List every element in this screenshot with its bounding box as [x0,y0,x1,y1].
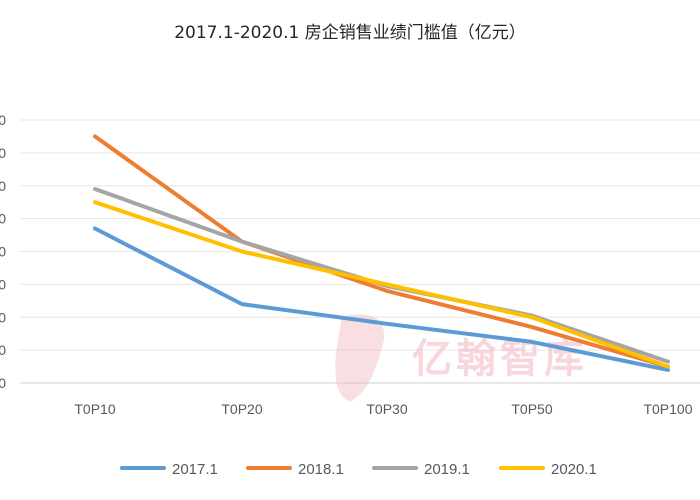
x-tick-label: T0P20 [221,401,262,417]
series-line [93,200,670,369]
x-tick-label: T0P50 [511,401,552,417]
x-axis-ticks: T0P10 T0P20 T0P30 T0P50 T0P100 [74,401,692,417]
watermark-logo: 亿翰智库 [335,314,588,402]
y-tick-label: 0 [0,375,6,391]
y-axis-ticks: 0 0 0 0 0 0 0 0 0 [0,112,6,391]
gridlines [20,119,700,384]
watermark-mark-icon [335,314,385,402]
y-tick-label: 0 [0,342,6,358]
y-tick-label: 0 [0,178,6,194]
y-tick-label: 0 [0,145,6,161]
y-tick-label: 0 [0,309,6,325]
chart-series [93,134,670,372]
x-tick-label: T0P10 [74,401,115,417]
y-tick-label: 0 [0,211,6,227]
legend-label: 2020.1 [551,461,597,478]
series-line [93,134,670,369]
y-tick-label: 0 [0,112,6,128]
legend-label: 2017.1 [172,461,218,478]
chart-title: 2017.1-2020.1 房企销售业绩门槛值（亿元） [174,23,526,43]
legend: 2017.1 2018.1 2019.1 2020.1 [120,461,597,478]
series-line [93,226,670,372]
y-tick-label: 0 [0,276,6,292]
x-tick-label: T0P30 [366,401,407,417]
y-tick-label: 0 [0,244,6,260]
legend-label: 2018.1 [298,461,344,478]
watermark-text: 亿翰智库 [412,336,588,382]
legend-label: 2019.1 [424,461,470,478]
x-tick-label: T0P100 [643,401,692,417]
